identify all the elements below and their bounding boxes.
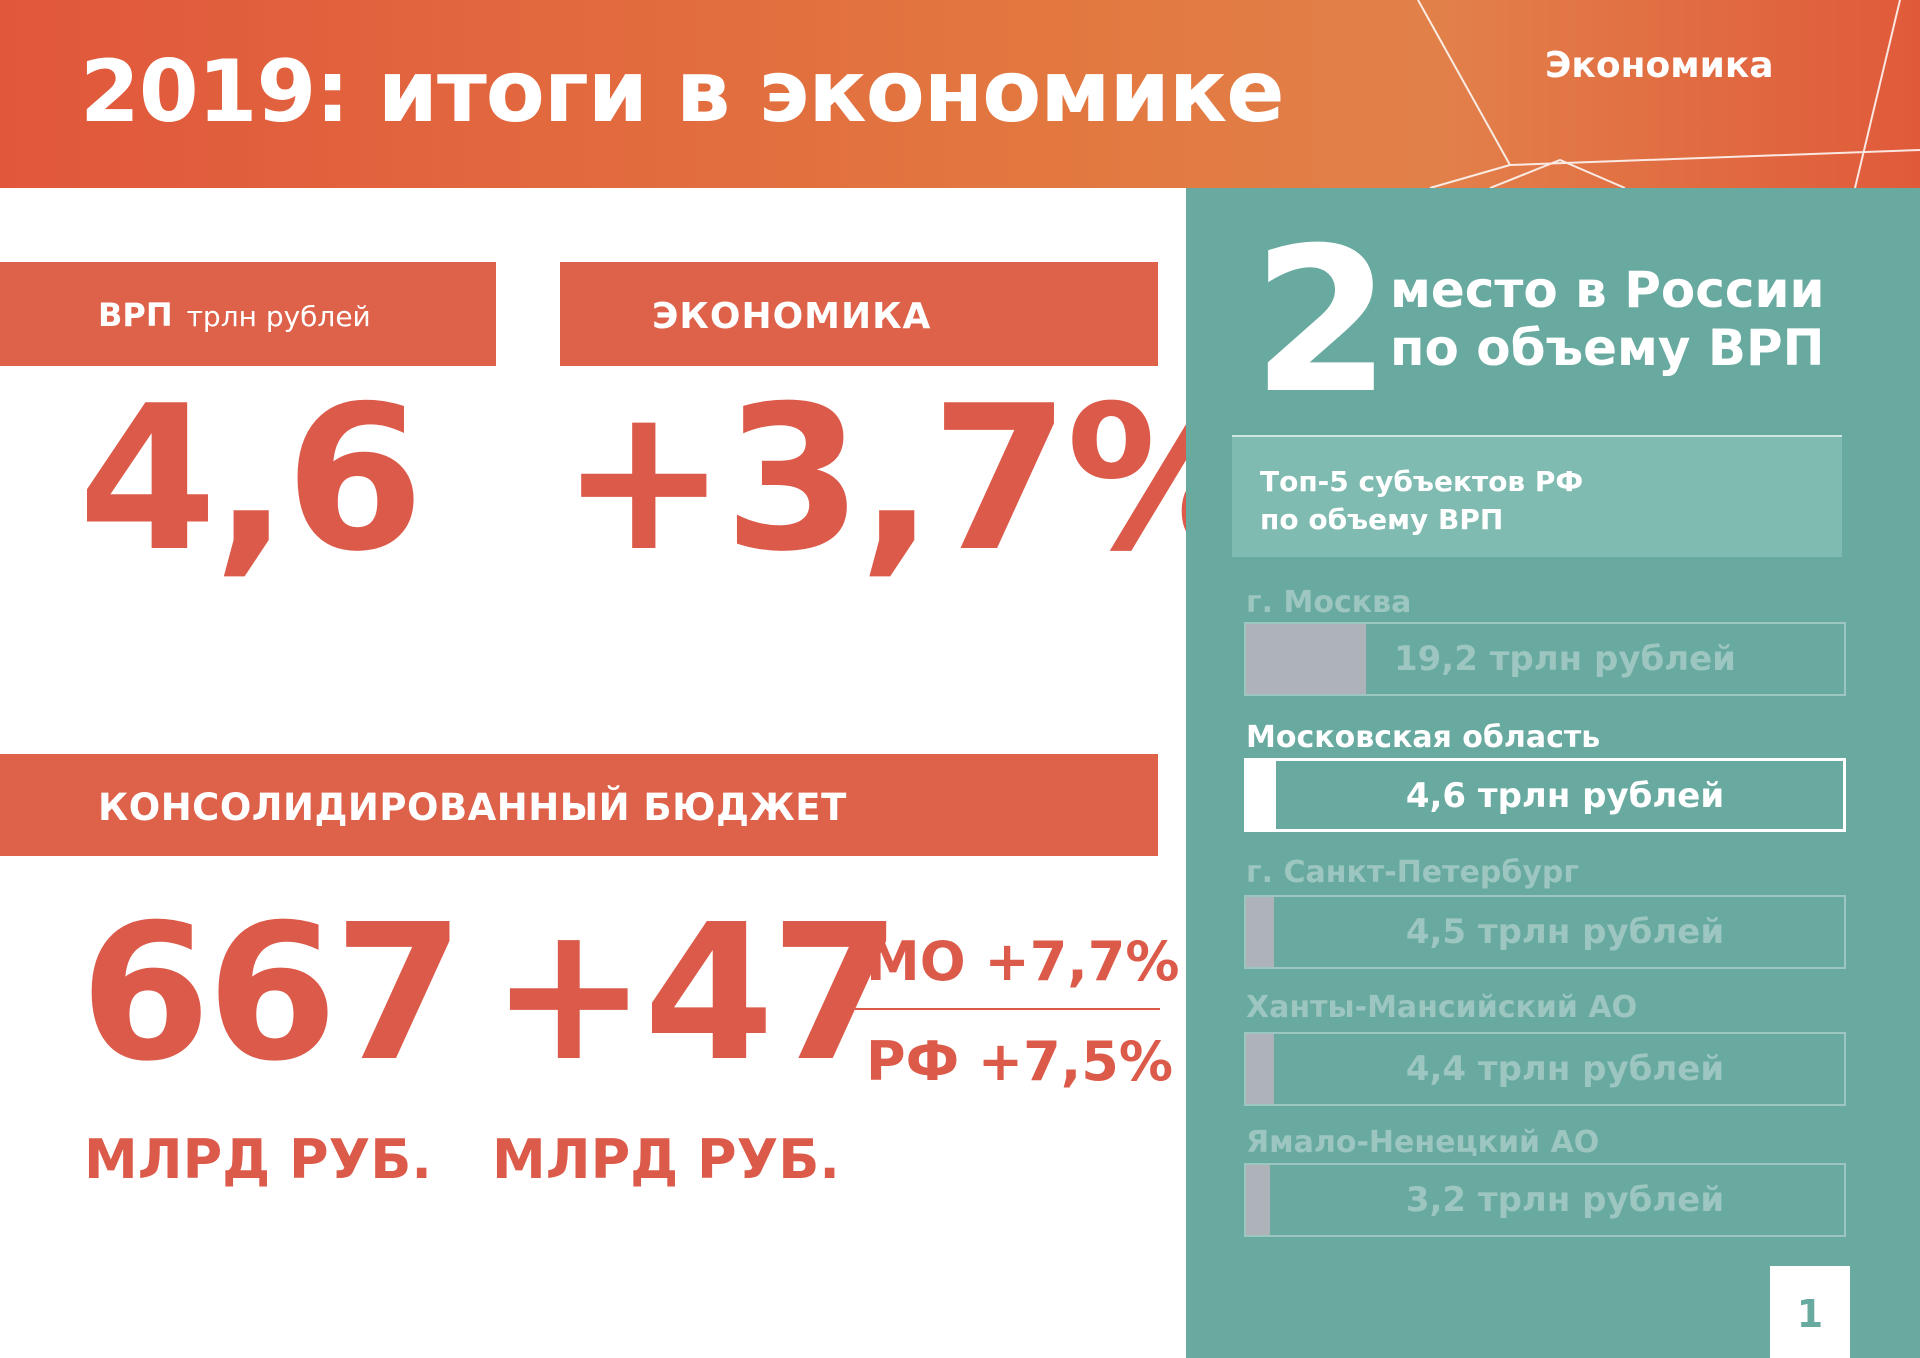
section-label: Экономика [1545, 45, 1774, 86]
vrp-value: 4,6 [78, 363, 424, 596]
header-banner: 2019: итоги в экономике Экономика [0, 0, 1920, 188]
region-bar: 4,6 трлн рублей [1244, 758, 1846, 832]
page-title: 2019: итоги в экономике [80, 42, 1285, 142]
region-bar-fill [1246, 1165, 1270, 1235]
economy-label-bar: ЭКОНОМИКА [560, 262, 1158, 366]
budget-growth-unit: МЛРД РУБ. [492, 1128, 840, 1191]
region-value: 3,2 трлн рублей [1405, 1180, 1725, 1220]
region-bar: 19,2 трлн рублей [1244, 622, 1846, 696]
region-value: 4,4 трлн рублей [1405, 1049, 1725, 1089]
region-name: г. Санкт-Петербург [1246, 855, 1580, 890]
rank-description: место в России по объему ВРП [1390, 261, 1830, 377]
region-bar: 3,2 трлн рублей [1244, 1163, 1846, 1237]
budget-value: 667 [80, 884, 464, 1103]
economy-value: +3,7% [560, 363, 1266, 596]
region-name: Московская область [1246, 720, 1601, 755]
page-number: 1 [1796, 1292, 1824, 1336]
top5-title-box: Топ-5 субъектов РФ по объему ВРП [1232, 437, 1842, 557]
top5-title-line2: по объему ВРП [1260, 502, 1504, 536]
rank-text-line2: по объему ВРП [1390, 318, 1825, 377]
region-value: 4,6 трлн рублей [1405, 776, 1725, 816]
budget-label-bar: КОНСОЛИДИРОВАННЫЙ БЮДЖЕТ [0, 754, 1158, 856]
vrp-label: ВРП [98, 296, 173, 334]
budget-growth-value: +47 [490, 884, 901, 1103]
rank-text-line1: место в России [1390, 261, 1825, 319]
region-bar: 4,4 трлн рублей [1244, 1032, 1846, 1106]
rf-growth-percent: РФ +7,5% [866, 1030, 1173, 1093]
region-value: 4,5 трлн рублей [1405, 912, 1725, 952]
top5-title-line1: Топ-5 субъектов РФ [1260, 465, 1584, 498]
region-bar-fill [1246, 624, 1366, 694]
region-bar-fill [1246, 897, 1274, 967]
mo-growth-percent: МО +7,7% [866, 930, 1180, 993]
vrp-label-bar: ВРП трлн рублей [0, 262, 496, 366]
vrp-sublabel: трлн рублей [186, 300, 371, 333]
region-name: г. Москва [1246, 585, 1412, 620]
region-name: Ханты-Мансийский АО [1246, 990, 1638, 1025]
region-bar: 4,5 трлн рублей [1244, 895, 1846, 969]
economy-label: ЭКОНОМИКА [652, 296, 932, 337]
region-name: Ямало-Ненецкий АО [1246, 1125, 1600, 1160]
decorative-lines [1417, 0, 1920, 188]
region-bar-fill [1247, 761, 1276, 829]
page-number-box: 1 [1770, 1266, 1850, 1358]
rank-divider [1232, 435, 1842, 437]
budget-unit: МЛРД РУБ. [84, 1128, 432, 1191]
rank-number: 2 [1252, 205, 1392, 438]
region-bar-fill [1246, 1034, 1274, 1104]
percent-divider [855, 1008, 1160, 1010]
top5-title: Топ-5 субъектов РФ по объему ВРП [1260, 463, 1842, 539]
region-value: 19,2 трлн рублей [1393, 639, 1737, 679]
budget-label: КОНСОЛИДИРОВАННЫЙ БЮДЖЕТ [98, 786, 847, 829]
